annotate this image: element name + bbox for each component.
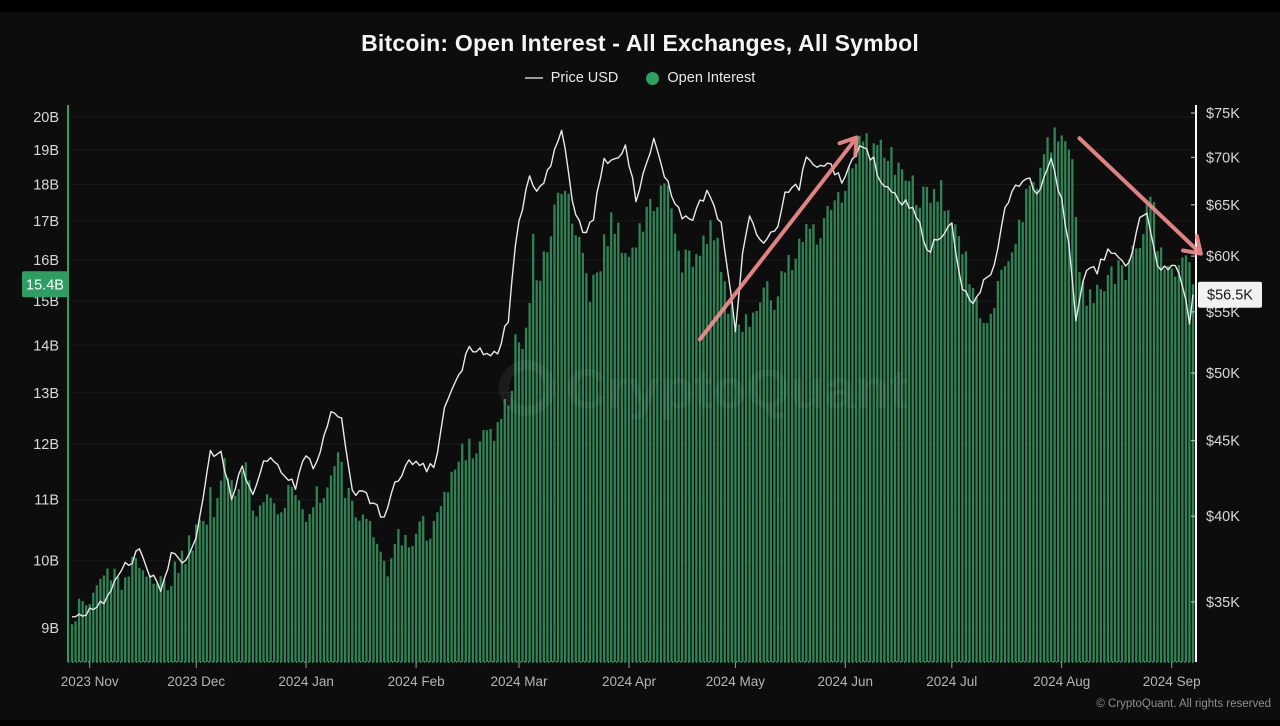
svg-text:$65K: $65K — [1206, 198, 1240, 214]
open-interest-dot-icon — [646, 71, 660, 85]
svg-text:$60K: $60K — [1206, 249, 1240, 265]
svg-text:2024 Jul: 2024 Jul — [926, 674, 977, 689]
svg-text:$35K: $35K — [1206, 595, 1240, 611]
legend-item-open-interest: Open Interest — [646, 70, 755, 86]
svg-text:15B: 15B — [33, 294, 59, 310]
svg-text:16B: 16B — [33, 253, 59, 269]
svg-text:$75K: $75K — [1206, 106, 1240, 122]
downtrend-arrow — [1077, 136, 1201, 253]
legend: Price USD Open Interest — [0, 70, 1280, 86]
legend-item-price-usd: Price USD — [524, 70, 619, 86]
bottom-black-band — [0, 720, 1280, 726]
uptrend-arrow — [697, 138, 856, 342]
svg-text:2024 Sep: 2024 Sep — [1143, 674, 1201, 689]
svg-text:9B: 9B — [41, 621, 59, 637]
watermark: CryptoQuant — [499, 357, 908, 420]
svg-text:15.4B: 15.4B — [26, 277, 64, 293]
legend-label-price-usd: Price USD — [550, 70, 619, 86]
svg-text:$50K: $50K — [1206, 366, 1240, 382]
svg-text:2023 Nov: 2023 Nov — [61, 674, 119, 689]
svg-text:$56.5K: $56.5K — [1207, 288, 1253, 304]
svg-text:2024 May: 2024 May — [706, 674, 766, 689]
svg-text:2024 Apr: 2024 Apr — [602, 674, 657, 689]
svg-text:20B: 20B — [33, 110, 59, 126]
svg-text:19B: 19B — [33, 143, 59, 159]
page-title: Bitcoin: Open Interest - All Exchanges, … — [361, 30, 919, 56]
svg-text:12B: 12B — [33, 437, 59, 453]
svg-text:$55K: $55K — [1206, 305, 1240, 321]
svg-text:18B: 18B — [33, 177, 59, 193]
x-axis-labels: 2023 Nov 2023 Dec 2024 Jan 2024 Feb 2024 Mar… — [61, 662, 1201, 689]
svg-text:14B: 14B — [33, 338, 59, 354]
svg-text:10B: 10B — [33, 554, 59, 570]
svg-text:11B: 11B — [34, 493, 59, 509]
svg-text:2024 Aug: 2024 Aug — [1033, 674, 1090, 689]
left-axis-labels: 20B 19B 18B 17B 16B 15B 14B 13B 12B 11B 10B 9B — [33, 110, 59, 637]
svg-text:2023 Dec: 2023 Dec — [167, 674, 225, 689]
svg-text:2024 Mar: 2024 Mar — [490, 674, 548, 689]
svg-text:CryptoQuant: CryptoQuant — [566, 357, 908, 420]
svg-text:2024 Feb: 2024 Feb — [388, 674, 445, 689]
svg-text:17B: 17B — [33, 214, 59, 230]
open-interest-bars — [70, 127, 1195, 663]
legend-label-open-interest: Open Interest — [667, 70, 756, 86]
copyright-text: © CryptoQuant. All rights reserved — [1096, 698, 1271, 710]
svg-text:2024 Jan: 2024 Jan — [278, 674, 334, 689]
price-line — [71, 129, 1194, 618]
top-black-band — [0, 0, 1280, 12]
svg-text:13B: 13B — [33, 386, 59, 402]
open-interest-value-badge: 15.4B — [22, 271, 68, 298]
svg-text:2024 Jun: 2024 Jun — [818, 674, 874, 689]
svg-text:$40K: $40K — [1206, 509, 1240, 525]
price-value-badge: $56.5K — [1198, 281, 1262, 308]
price-line-swatch-icon — [524, 77, 543, 79]
svg-text:$45K: $45K — [1206, 434, 1240, 450]
right-axis-labels: $75K $70K $65K $60K $55K $50K $45K $40K $35K — [1191, 106, 1240, 611]
svg-text:$70K: $70K — [1206, 150, 1240, 166]
